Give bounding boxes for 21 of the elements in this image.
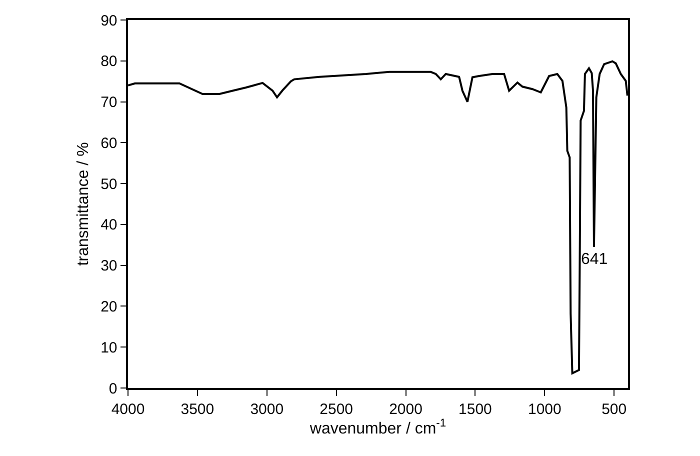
y-tick-label: 20 <box>100 298 118 316</box>
y-tick-label: 60 <box>100 134 118 152</box>
x-tick-label: 1000 <box>528 400 562 418</box>
x-tick-label: 1500 <box>458 400 492 418</box>
y-tick-label: 90 <box>100 12 118 30</box>
y-axis-title: transmittance / % <box>74 142 92 266</box>
x-tick-label: 2000 <box>389 400 422 418</box>
x-axis-title: wavenumber / cm$^{-1}$ <box>308 418 446 438</box>
x-tick-label: 2500 <box>320 400 354 418</box>
y-tick-label: 40 <box>100 216 118 234</box>
y-tick-label: 70 <box>100 94 118 112</box>
y-tick-label: 50 <box>100 176 118 193</box>
x-tick-label: 3000 <box>250 400 284 418</box>
x-tick-label: 3500 <box>180 400 214 418</box>
y-tick-label: 30 <box>100 258 118 275</box>
y-tick-label: 80 <box>100 53 118 70</box>
y-tick-label: 10 <box>100 339 118 356</box>
x-tick-label: 4000 <box>111 400 145 418</box>
y-tick-label: 0 <box>108 380 118 398</box>
x-tick-label: 500 <box>602 400 627 418</box>
annotation: 641 <box>581 251 608 268</box>
